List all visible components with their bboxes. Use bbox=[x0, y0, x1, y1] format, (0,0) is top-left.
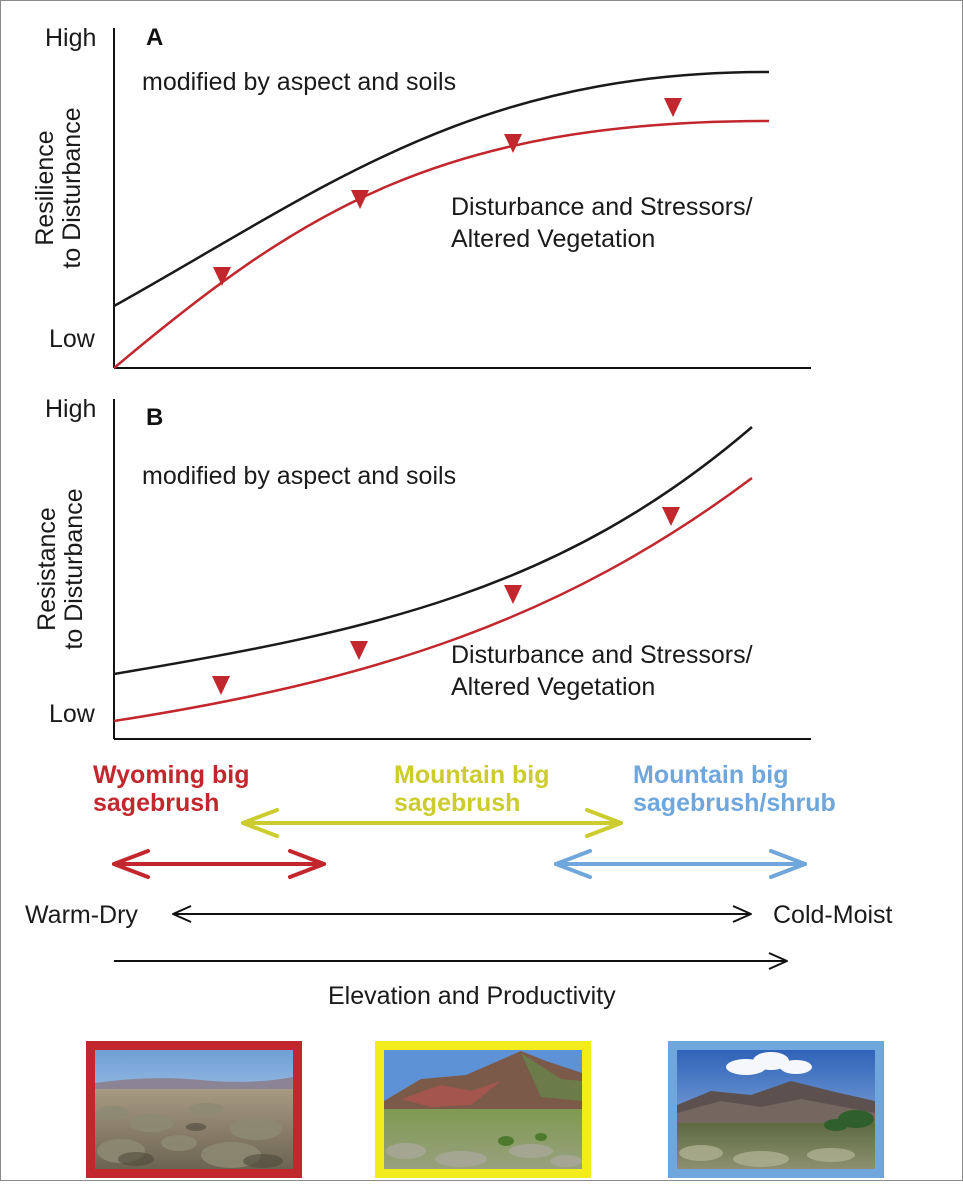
sagebrush-ranges: Wyoming big sagebrush Mountain big sageb… bbox=[93, 761, 836, 879]
panel-b-modifier-text: modified by aspect and soils bbox=[142, 462, 456, 490]
panel-b-altered-curve bbox=[113, 476, 753, 723]
mountain-shrub-range-arrow bbox=[554, 849, 807, 879]
panel-a-down-arrow bbox=[664, 83, 682, 117]
panel-a-letter: A bbox=[146, 24, 163, 51]
elevation-productivity-label: Elevation and Productivity bbox=[328, 982, 616, 1010]
panel-a-down-arrow bbox=[504, 117, 522, 153]
panel-a-stress-line1: Disturbance and Stressors/ bbox=[451, 193, 753, 221]
panel-b-stress-line2: Altered Vegetation bbox=[451, 673, 655, 701]
mountain-sagebrush-label-line1: Mountain big bbox=[394, 761, 550, 789]
panel-a: High Low Resilience to Disturbance A mod… bbox=[31, 24, 811, 369]
mountain-sagebrush-label-line2: sagebrush bbox=[394, 789, 520, 817]
panel-b-y-label-line2: to Disturbance bbox=[60, 488, 88, 649]
panel-b-down-arrow bbox=[662, 491, 680, 526]
panel-b-y-high: High bbox=[45, 395, 96, 423]
panel-b-letter: B bbox=[146, 404, 163, 431]
panel-b-stress-line1: Disturbance and Stressors/ bbox=[451, 641, 753, 669]
photo-mountain-shrub bbox=[668, 1041, 884, 1178]
climate-gradient-arrow bbox=[172, 905, 752, 923]
panel-a-down-arrow bbox=[351, 171, 369, 209]
panel-b-down-arrow bbox=[504, 568, 522, 604]
panel-a-down-arrow bbox=[213, 241, 231, 286]
environmental-gradient: Warm-Dry Cold-Moist Elevation and Produc… bbox=[25, 901, 893, 1010]
panel-a-y-high: High bbox=[45, 24, 96, 52]
panel-a-altered-curve bbox=[113, 119, 770, 369]
wyoming-sagebrush-label-line2: sagebrush bbox=[93, 789, 219, 817]
panel-b-y-label-line1: Resistance bbox=[33, 507, 61, 631]
warm-dry-label: Warm-Dry bbox=[25, 901, 138, 929]
cold-moist-label: Cold-Moist bbox=[773, 901, 893, 929]
mountain-sagebrush-range-arrow bbox=[241, 808, 623, 838]
elevation-productivity-arrow bbox=[114, 952, 788, 970]
panel-a-reference-curve bbox=[113, 70, 770, 308]
panel-a-modifier-text: modified by aspect and soils bbox=[142, 68, 456, 96]
mountain-shrub-label-line2: sagebrush/shrub bbox=[633, 789, 836, 817]
wyoming-sagebrush-label-line1: Wyoming big bbox=[93, 761, 249, 789]
panel-b-y-low: Low bbox=[49, 700, 96, 728]
photo-wyoming-sagebrush bbox=[86, 1041, 302, 1178]
panel-b-down-arrow bbox=[212, 661, 230, 695]
panel-b: High Low Resistance to Disturbance B mod… bbox=[33, 395, 811, 740]
panel-a-stress-line2: Altered Vegetation bbox=[451, 225, 655, 253]
panel-a-y-label-line1: Resilience bbox=[31, 130, 59, 245]
photo-mountain-sagebrush bbox=[375, 1041, 591, 1178]
mountain-shrub-label-line1: Mountain big bbox=[633, 761, 789, 789]
panel-a-y-label-line2: to Disturbance bbox=[58, 107, 86, 268]
panel-a-y-low: Low bbox=[49, 325, 96, 353]
panel-b-down-arrow bbox=[350, 623, 368, 660]
panel-b-reference-curve bbox=[113, 426, 753, 676]
wyoming-sagebrush-range-arrow bbox=[112, 849, 326, 879]
